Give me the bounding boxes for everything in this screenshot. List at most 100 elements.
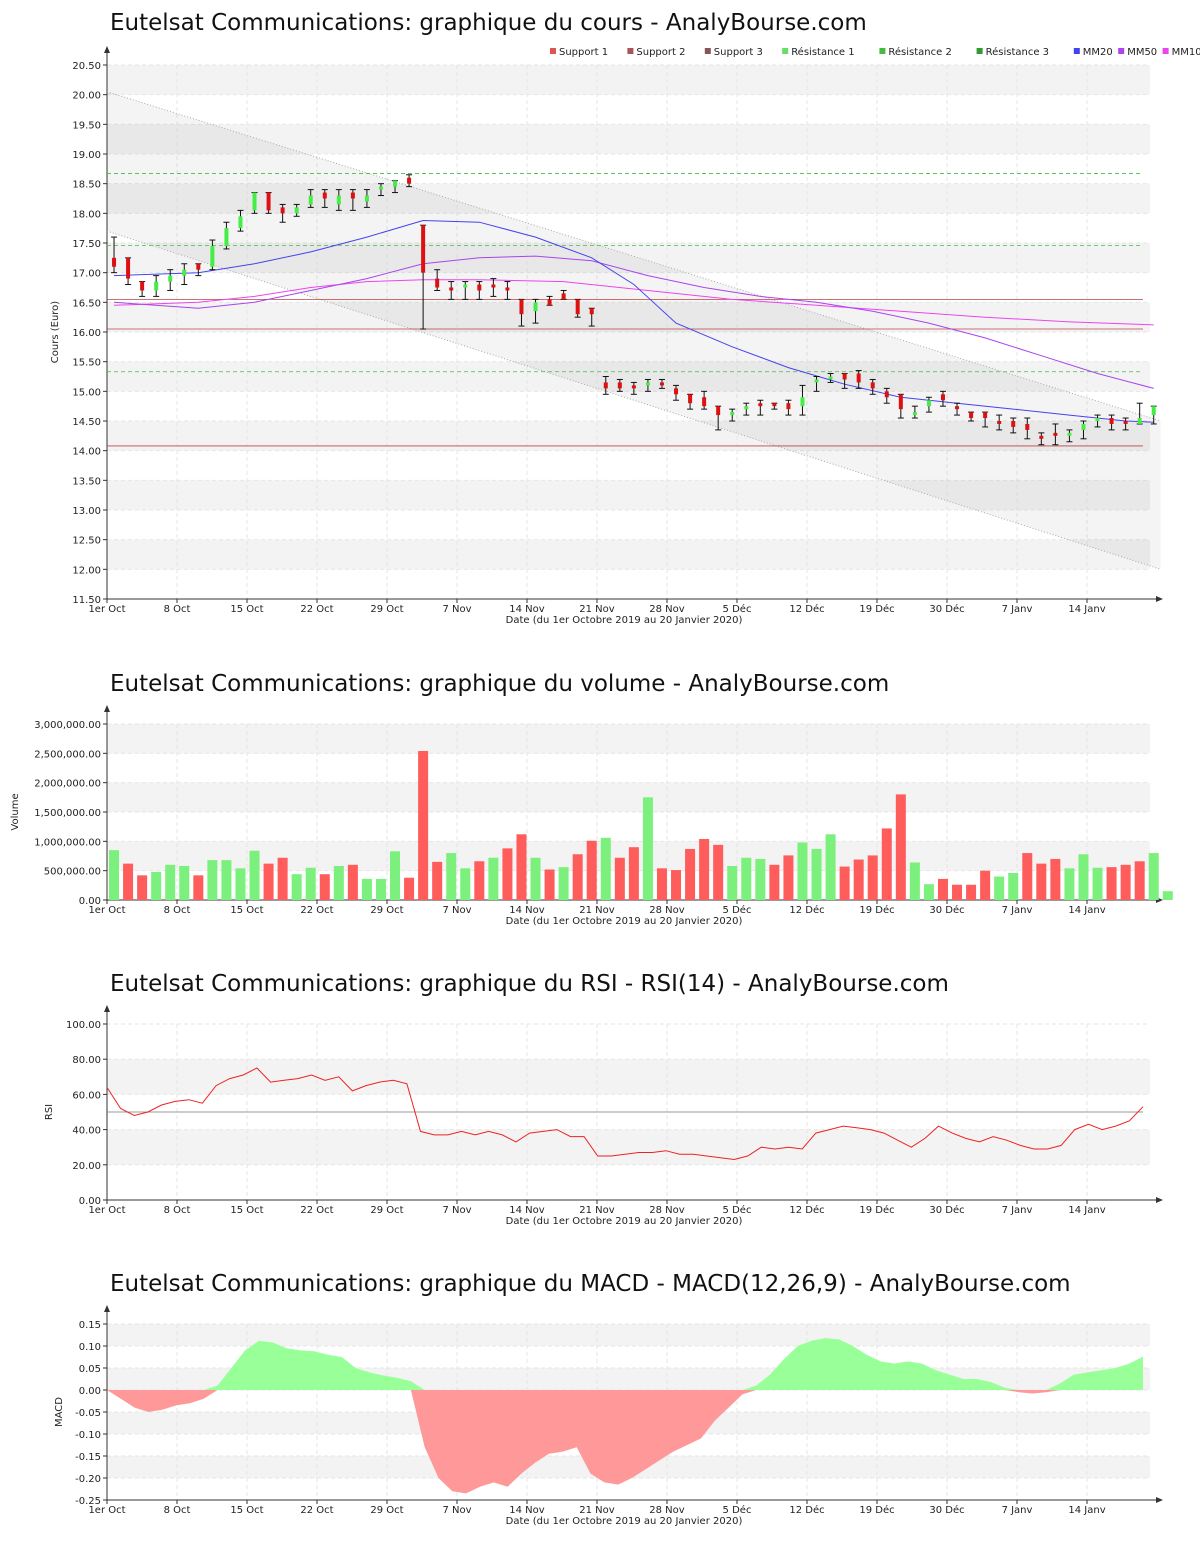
x-tick-label: 8 Oct	[164, 1205, 191, 1216]
y-tick-label: -0.10	[75, 1430, 101, 1441]
rsi-chart: 0.00 20.00 40.00 60.00 80.00 100.00 1er Oct 8 O…	[44, 1005, 1163, 1227]
grid-band	[107, 480, 1150, 510]
candle-down	[280, 207, 285, 214]
candle-down	[969, 412, 974, 419]
y-tick-label: 17.00	[72, 269, 101, 280]
y-tick-label: 0.00	[79, 896, 101, 907]
candle-down	[421, 225, 426, 273]
y-tick-label: 20.00	[72, 1161, 101, 1172]
volume-bar-down	[193, 875, 204, 900]
y-axis-label: RSI	[44, 1104, 55, 1120]
volume-bar-down	[895, 794, 906, 900]
x-tick-label: 12 Déc	[789, 904, 824, 916]
volume-bar-up	[755, 858, 766, 900]
y-tick-label: 20.00	[72, 91, 101, 102]
x-tick-label: 19 Déc	[859, 1504, 894, 1516]
volume-bar-up	[207, 860, 218, 900]
y-tick-label: 13.00	[72, 506, 101, 517]
x-tick-label: 7 Nov	[442, 1505, 471, 1516]
x-tick-label: 28 Nov	[649, 1205, 685, 1216]
y-tick-label: 0.00	[79, 1196, 101, 1207]
candle-up	[252, 192, 257, 211]
y-tick-label: -0.25	[75, 1496, 101, 1507]
volume-bar-down	[1050, 858, 1061, 900]
x-tick-label: 8 Oct	[164, 1505, 191, 1516]
candle-up	[378, 186, 383, 190]
y-tick-label: 1,500,000.00	[34, 808, 101, 819]
volume-chart: 0.00 500,000.00 1,000,000.00 1,500,000.00 2,…	[10, 705, 1173, 927]
volume-bar-up	[109, 850, 120, 900]
x-tick-label: 14 Nov	[509, 604, 545, 615]
volume-bar-up	[1148, 853, 1159, 900]
volume-bar-up	[1078, 854, 1089, 900]
price-chart: 11.50 12.00 12.50 13.00 13.50 14.00 14.50 15.00…	[50, 46, 1200, 626]
volume-bar-up	[1064, 868, 1075, 900]
volume-bar-up	[994, 876, 1005, 900]
volume-bar-up	[179, 865, 190, 900]
volume-bar-down	[586, 840, 597, 900]
x-tick-label: 14 Nov	[509, 1505, 545, 1516]
x-axis-label: Date (du 1er Octobre 2019 au 20 Janvier …	[506, 615, 743, 626]
y-tick-label: 0.15	[79, 1320, 101, 1331]
candle-down	[856, 373, 861, 383]
candle-down	[1025, 423, 1030, 430]
x-tick-label: 12 Déc	[789, 1204, 824, 1216]
volume-bar-up	[1092, 867, 1103, 900]
x-tick-label: 28 Nov	[649, 604, 685, 615]
x-tick-label: 7 Nov	[442, 1205, 471, 1216]
volume-bar-up	[488, 857, 499, 900]
candle-up	[800, 397, 805, 407]
y-axis-arrow	[104, 46, 110, 53]
volume-bar-up	[558, 867, 569, 900]
x-tick-label: 7 Nov	[442, 604, 471, 615]
candle-up	[730, 412, 735, 416]
volume-chart-title: Eutelsat Communications: graphique du vo…	[110, 671, 890, 697]
volume-bar-down	[937, 878, 948, 900]
grid-band	[107, 361, 1150, 392]
x-tick-label: 21 Nov	[579, 1505, 615, 1516]
macd-area-positive	[107, 1338, 1143, 1390]
x-tick-label: 14 Janv	[1068, 905, 1105, 916]
x-tick-label: 15 Oct	[230, 1505, 263, 1516]
candle-up	[1137, 418, 1142, 424]
y-tick-label: 500,000.00	[44, 867, 101, 878]
y-tick-label: 15.00	[72, 387, 101, 398]
candle-down	[350, 192, 355, 199]
volume-bar-up	[165, 864, 176, 900]
legend-swatch	[627, 48, 634, 54]
volume-bar-down	[614, 857, 625, 900]
x-tick-label: 1er Oct	[88, 1505, 125, 1516]
y-tick-label: -0.15	[75, 1452, 101, 1463]
x-tick-label: 30 Déc	[929, 904, 964, 916]
grid-band	[107, 539, 1150, 570]
grid-band	[107, 1129, 1150, 1165]
y-tick-label: 14.50	[72, 417, 101, 428]
legend-swatch	[976, 48, 983, 54]
candle-up	[294, 207, 299, 214]
candle-down	[842, 373, 847, 380]
volume-bar-down	[769, 864, 780, 900]
volume-bar-up	[305, 867, 316, 900]
grid-band	[107, 841, 1150, 871]
x-tick-label: 22 Oct	[300, 604, 333, 615]
candle-down	[674, 388, 679, 395]
x-tick-label: 21 Nov	[579, 905, 615, 916]
candle-down	[449, 287, 454, 291]
volume-bar-up	[460, 868, 471, 900]
y-tick-label: 16.50	[72, 298, 101, 309]
volume-bar-up	[1008, 873, 1019, 900]
volume-bar-down	[881, 828, 892, 900]
candle-down	[1123, 421, 1128, 424]
x-tick-label: 29 Oct	[370, 905, 403, 916]
y-axis-label: MACD	[54, 1397, 65, 1427]
volume-bar-up	[1162, 891, 1173, 900]
volume-bar-down	[347, 864, 358, 900]
macd-chart: -0.25 -0.20 -0.15 -0.10 -0.05 0.00 0.05 0.10 0.1…	[54, 1305, 1163, 1527]
grid-band	[107, 724, 1150, 754]
volume-bar-down	[544, 869, 555, 900]
volume-bar-up	[235, 868, 246, 900]
volume-bar-up	[600, 837, 611, 900]
candle-down	[575, 299, 580, 315]
candle-up	[154, 281, 159, 291]
candle-down	[1109, 418, 1114, 424]
